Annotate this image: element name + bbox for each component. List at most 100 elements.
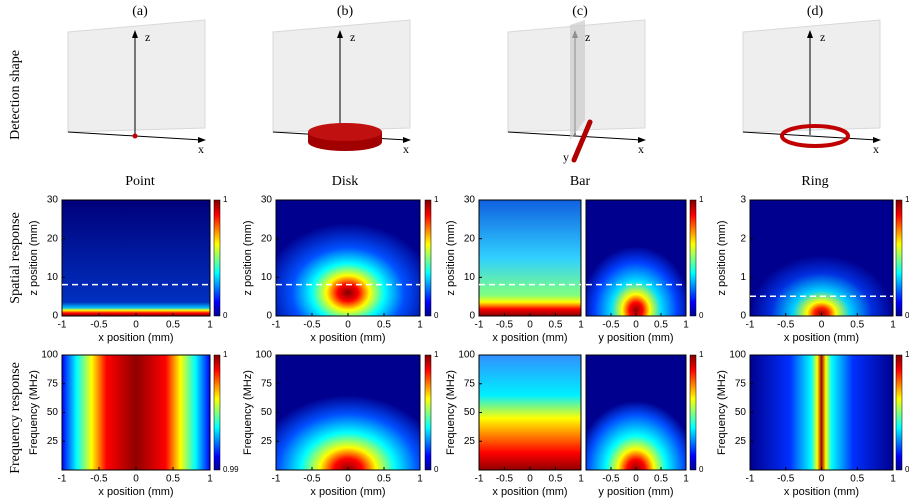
back-wall: [67, 19, 206, 133]
back-wall: [272, 19, 411, 133]
y-tick-label: 0: [52, 311, 58, 322]
axis-letter: x: [198, 142, 204, 156]
colorbar-label: 0: [905, 465, 909, 474]
x-axis-label: x position (mm): [98, 332, 173, 344]
y-tick-label: 10: [464, 272, 476, 283]
heatmap: [479, 355, 581, 470]
y-axis-label: z position (mm): [242, 220, 254, 295]
colorbar-label: 0: [434, 465, 439, 474]
y-tick-label: 25: [464, 436, 476, 447]
x-tick-label: 1: [578, 320, 584, 331]
x-tick-label: 0: [633, 320, 639, 331]
panel-label: (b): [337, 4, 354, 19]
x-tick-label: 0.5: [549, 320, 563, 331]
x-tick-label: 1: [683, 320, 689, 331]
arrow: [873, 137, 881, 143]
colorbar-label: 0: [699, 311, 704, 320]
x-tick-label: 1: [417, 474, 423, 485]
x-tick-label: 0: [819, 320, 825, 331]
x-tick-label: -0.5: [602, 320, 620, 331]
x-tick-label: 1: [207, 320, 213, 331]
row-label: Frequency response: [8, 362, 23, 474]
colorbar-label: 0: [223, 311, 228, 320]
x-tick-label: 0.5: [166, 320, 180, 331]
y-axis-label: Frequency (MHz): [445, 370, 457, 455]
x-tick-label: -0.5: [90, 474, 108, 485]
y-axis-label: z position (mm): [716, 220, 728, 295]
y-tick-label: 75: [261, 378, 273, 389]
arrow: [807, 30, 813, 38]
colorbar-label: 1: [223, 195, 228, 204]
heatmap: [586, 200, 686, 316]
heatmap: [479, 200, 581, 316]
panel-label: (c): [572, 4, 588, 19]
axis-letter: x: [403, 142, 409, 156]
x-axis: [742, 131, 878, 141]
x-tick-label: 0.5: [377, 320, 391, 331]
y-tick-label: 10: [47, 272, 59, 283]
x-axis-label: x position (mm): [492, 332, 567, 344]
colorbar: [424, 199, 432, 317]
x-axis-label: x position (mm): [98, 486, 173, 498]
detector-name: Point: [125, 174, 155, 189]
back-wall: [742, 19, 881, 133]
x-tick-label: -1: [272, 320, 281, 331]
y-axis-label: z position (mm): [445, 220, 457, 295]
y-tick-label: 100: [458, 350, 475, 361]
arrow: [337, 30, 343, 38]
y-tick-label: 30: [464, 195, 476, 206]
y-axis-label: z position (mm): [28, 220, 40, 295]
x-tick-label: 1: [890, 320, 896, 331]
y-tick-label: 30: [261, 195, 273, 206]
x-axis-label: x position (mm): [310, 332, 385, 344]
x-tick-label: -1: [58, 474, 67, 485]
colorbar-label: 0: [434, 311, 439, 320]
colorbar: [213, 354, 221, 471]
heatmap: [276, 200, 420, 316]
detector-name: Ring: [801, 174, 828, 189]
y-tick-label: 100: [729, 350, 746, 361]
x-tick-label: 0: [345, 320, 351, 331]
x-axis-label: x position (mm): [492, 486, 567, 498]
colorbar-label: 1: [905, 195, 909, 204]
colorbar-label: 1: [434, 195, 439, 204]
colorbar-label: 1: [699, 195, 704, 204]
x-tick-label: -0.5: [777, 320, 795, 331]
arrow: [638, 137, 646, 143]
x-tick-label: -0.5: [777, 474, 795, 485]
arrow: [132, 30, 138, 38]
x-tick-label: -1: [272, 474, 281, 485]
y-tick-label: 50: [261, 407, 273, 418]
y-tick-label: 2: [740, 233, 746, 244]
axis-letter: x: [873, 142, 879, 156]
x-tick-label: 1: [683, 474, 689, 485]
y-tick-label: 100: [41, 350, 58, 361]
heatmap: [276, 355, 420, 470]
arrow: [198, 137, 206, 143]
x-tick-label: 0: [633, 474, 639, 485]
x-tick-label: -0.5: [303, 474, 321, 485]
x-axis-label: x position (mm): [310, 486, 385, 498]
y-tick-label: 25: [47, 436, 59, 447]
panel-label: (d): [807, 4, 824, 19]
heatmap: [750, 200, 893, 316]
x-tick-label: 0.5: [654, 474, 668, 485]
bar-plane: [570, 20, 585, 140]
y-axis-label: Frequency (MHz): [716, 370, 728, 455]
y-axis-label: Frequency (MHz): [242, 370, 254, 455]
colorbar-label: 0: [905, 311, 909, 320]
colorbar: [895, 354, 903, 471]
x-tick-label: -1: [475, 320, 484, 331]
y-tick-label: 0: [266, 311, 272, 322]
point-detector: [132, 133, 138, 139]
heatmap: [750, 355, 893, 470]
row-label: Spatial response: [8, 212, 23, 303]
arrow: [403, 137, 411, 143]
x-tick-label: 0: [527, 474, 533, 485]
axis-letter: y: [563, 150, 569, 164]
x-tick-label: -0.5: [496, 320, 514, 331]
y-tick-label: 30: [47, 195, 59, 206]
y-tick-label: 0: [469, 311, 475, 322]
